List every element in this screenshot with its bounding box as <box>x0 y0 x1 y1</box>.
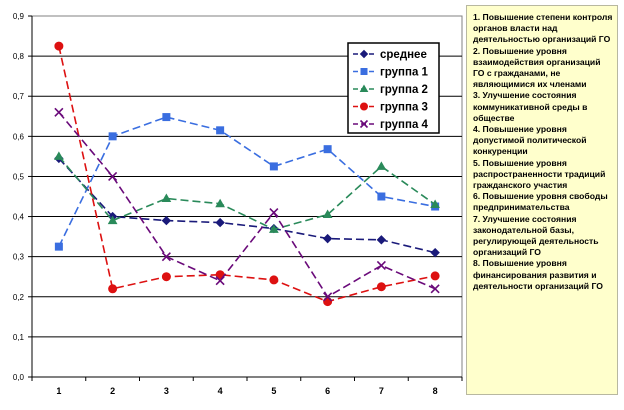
data-point <box>54 242 63 251</box>
note-item-8: 8. Повышение уровня финансирования разви… <box>473 258 603 291</box>
x-tick-label: 7 <box>379 386 384 396</box>
data-point <box>161 215 172 226</box>
chart-svg: 0,0 0,1 0,2 0,3 0,4 0,5 0,6 0,7 0,8 0,9 1 2 3 4 5 6 7 8 ср… <box>13 12 463 396</box>
y-tick-label: 0,8 <box>13 52 25 61</box>
data-point <box>54 107 64 117</box>
y-tick-label: 0,4 <box>13 213 25 222</box>
data-point <box>376 260 386 271</box>
data-point <box>161 252 171 262</box>
data-point <box>269 207 279 218</box>
x-tick-label: 2 <box>110 386 115 396</box>
x-tick-label: 4 <box>218 386 223 396</box>
legend-label: группа 2 <box>380 84 428 96</box>
data-point <box>376 282 386 292</box>
data-point <box>430 247 440 258</box>
data-point <box>107 215 118 225</box>
note-item-5: 5. Повышение уровня распространенности т… <box>473 157 606 191</box>
note-item-2: 2. Повышение уровня взаимодействия орган… <box>473 45 601 90</box>
data-point <box>430 284 440 294</box>
series-line-5 <box>58 111 436 298</box>
y-tick-label: 0,9 <box>13 12 25 21</box>
data-point <box>377 192 386 201</box>
y-tick-label: 0,1 <box>13 333 25 342</box>
data-point <box>215 276 225 286</box>
data-point <box>323 292 333 302</box>
notes-panel: 1. Повышение степени контроля органов вл… <box>466 5 618 395</box>
series-line-1 <box>58 157 436 254</box>
y-tick-label: 0,7 <box>13 92 25 101</box>
data-point <box>430 199 440 209</box>
data-point <box>269 224 279 233</box>
data-point <box>108 171 118 182</box>
legend-marker <box>360 68 368 75</box>
data-point <box>376 235 387 245</box>
legend-label: группа 1 <box>380 67 429 79</box>
line-chart: 0,0 0,1 0,2 0,3 0,4 0,5 0,6 0,7 0,8 0,9 1 2 3 4 5 6 7 8 ср… <box>13 12 463 396</box>
data-point <box>216 126 225 135</box>
data-point <box>323 145 332 154</box>
y-tick-label: 0,2 <box>13 293 25 302</box>
data-point <box>322 209 333 219</box>
data-point <box>54 151 64 160</box>
legend-marker <box>359 119 369 129</box>
note-item-1: 1. Повышение степени контроля органов вл… <box>473 12 613 45</box>
data-point <box>376 161 387 170</box>
y-tick-label: 0,3 <box>13 253 25 262</box>
x-tick-label: 6 <box>325 386 330 396</box>
y-tick-label: 0,6 <box>13 132 25 141</box>
y-tick-label: 0,0 <box>13 373 25 382</box>
data-point <box>108 132 117 141</box>
data-point <box>430 271 440 281</box>
note-item-3: 3. Улучшение состояния коммуникативной с… <box>473 90 588 123</box>
data-point <box>162 113 171 122</box>
legend-marker <box>359 49 369 59</box>
y-tick-label: 0,5 <box>13 172 25 181</box>
note-item-6: 6. Повышение уровня свободы предпринимат… <box>473 191 608 213</box>
x-tick-label: 5 <box>271 386 276 396</box>
x-tick-label: 3 <box>164 386 169 396</box>
data-point <box>269 162 278 171</box>
note-item-4: 4. Повышение уровня допустимой политичес… <box>473 124 587 157</box>
data-point <box>215 217 225 228</box>
data-point <box>54 41 64 51</box>
data-point <box>161 193 172 203</box>
series-line-2 <box>58 116 436 247</box>
legend-label: группа 3 <box>380 102 428 114</box>
legend-label: среднее <box>380 49 427 61</box>
series-line-4 <box>58 45 436 303</box>
data-point <box>161 272 171 282</box>
x-tick-label: 1 <box>56 386 61 396</box>
x-tick-label: 8 <box>433 386 438 396</box>
data-point <box>322 233 333 244</box>
data-point <box>215 198 225 208</box>
data-point <box>108 284 118 294</box>
data-point <box>269 275 279 285</box>
note-item-7: 7. Улучшение состояния законодательной б… <box>473 213 599 258</box>
legend-label: группа 4 <box>380 119 429 131</box>
legend-marker <box>360 102 368 111</box>
legend-marker <box>359 84 369 92</box>
